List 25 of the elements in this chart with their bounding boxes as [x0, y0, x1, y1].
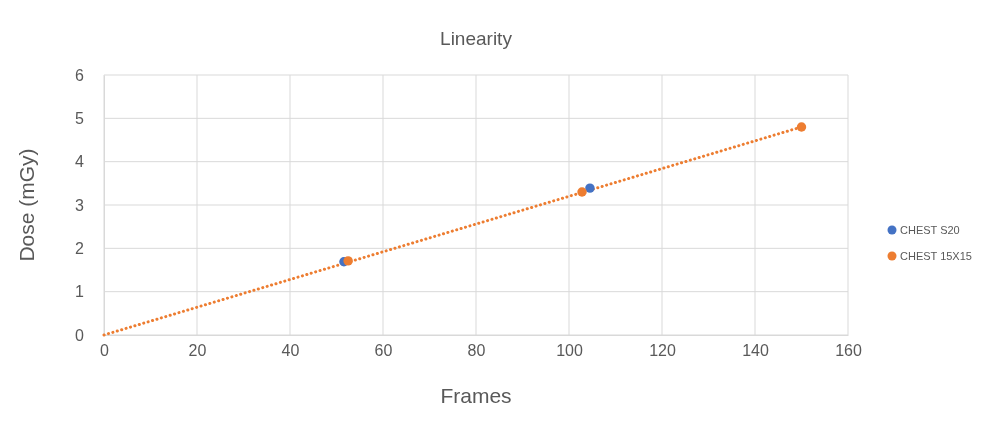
legend-label: CHEST S20: [900, 224, 960, 236]
y-axis-title: Dose (mGy): [15, 148, 38, 262]
x-tick-label: 0: [100, 342, 110, 360]
point: [585, 183, 595, 193]
x-tick-label: 20: [188, 342, 207, 360]
x-tick-label: 120: [649, 342, 676, 360]
x-tick-label: 140: [742, 342, 769, 360]
y-tick-label: 5: [75, 109, 85, 127]
x-tick-label: 160: [835, 342, 862, 360]
y-tick-label: 2: [75, 239, 85, 257]
y-tick-label: 3: [75, 196, 85, 214]
chart-title: Linearity: [440, 28, 513, 49]
y-tick-label: 4: [75, 153, 85, 171]
legend-label: CHEST 15X15: [900, 250, 972, 262]
y-tick-label: 0: [75, 326, 85, 344]
point: [796, 122, 807, 132]
x-tick-label: 80: [467, 342, 486, 360]
x-axis-title: Frames: [440, 384, 512, 407]
point: [577, 187, 587, 197]
x-tick-label: 60: [374, 342, 393, 360]
point: [343, 256, 353, 266]
y-tick-label: 6: [75, 66, 85, 84]
y-tick-label: 1: [75, 283, 85, 301]
x-tick-label: 100: [556, 342, 583, 360]
x-tick-label: 40: [281, 342, 300, 360]
